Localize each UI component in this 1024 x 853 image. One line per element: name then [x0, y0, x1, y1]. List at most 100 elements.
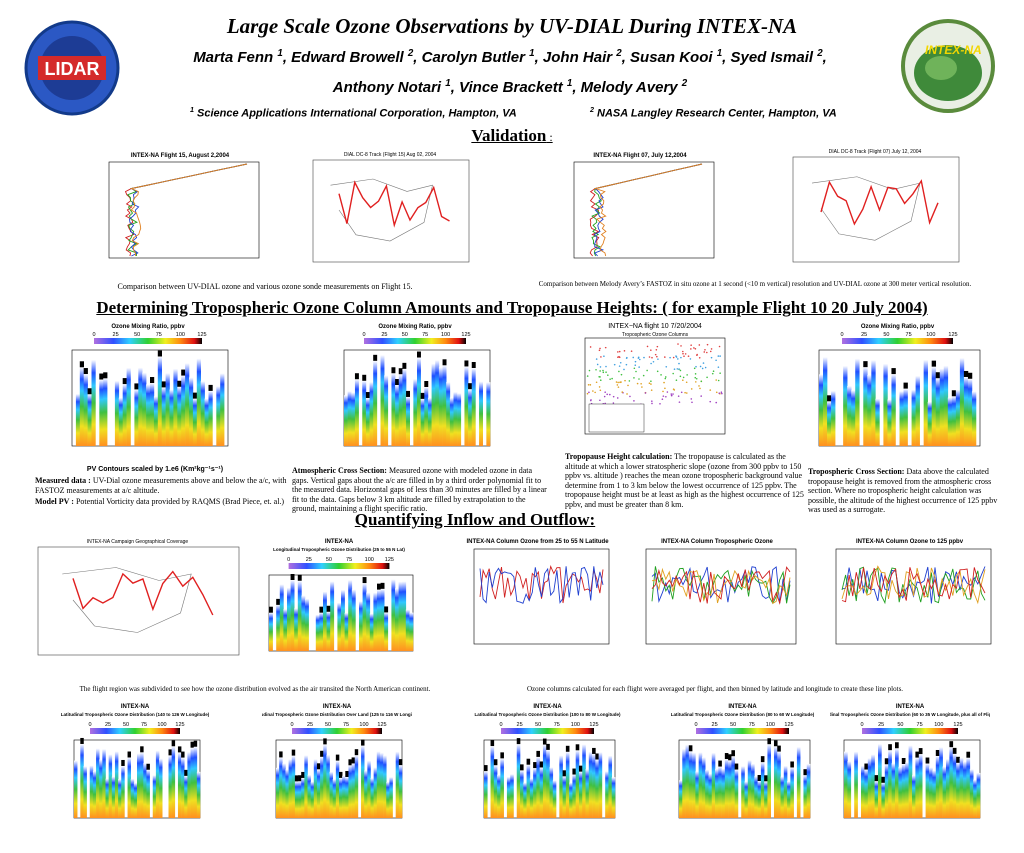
- scatter-point: [613, 363, 616, 366]
- stratosphere: [398, 368, 403, 375]
- scatter-point: [693, 367, 696, 370]
- stratosphere: [395, 379, 400, 386]
- stratosphere: [562, 770, 567, 777]
- scatter-point: [599, 389, 602, 392]
- colorbar-tick-label: 125: [377, 722, 386, 728]
- curtain-column: [193, 746, 198, 818]
- flight-track: [820, 179, 939, 226]
- curtain-column: [734, 769, 739, 818]
- caption: Comparison between Melody Avery’s FASTOZ…: [538, 280, 972, 288]
- colorbar-tick-label: 100: [441, 332, 450, 338]
- scatter-point: [662, 390, 664, 393]
- stratosphere: [365, 392, 370, 399]
- curtain-column: [80, 743, 84, 818]
- curtain-column: [369, 613, 374, 651]
- curtain-column: [114, 380, 120, 446]
- curtain-column: [855, 358, 860, 446]
- caption-text: The tropopause is calculated as the alti…: [565, 452, 804, 509]
- scatter-point: [599, 366, 602, 368]
- stratosphere: [122, 378, 127, 385]
- stratosphere: [442, 359, 447, 366]
- stratosphere: [177, 746, 182, 753]
- stratosphere: [348, 759, 352, 766]
- curtain-column: [536, 756, 540, 818]
- curtain-column: [887, 399, 892, 446]
- curtain-column: [102, 749, 106, 818]
- figure-title: INTEX-NA: [533, 704, 562, 710]
- stratosphere: [572, 768, 576, 775]
- scatter-point: [643, 356, 645, 359]
- curtain-column: [342, 775, 346, 818]
- curtain-column: [542, 744, 547, 818]
- curtain-column: [484, 771, 488, 818]
- stratosphere: [140, 746, 144, 753]
- curtain-column: [895, 748, 899, 818]
- curtain-column: [380, 588, 385, 651]
- affiliation-mark: 1: [190, 106, 194, 114]
- scatter-point: [665, 395, 667, 398]
- figure-title: INTEX-NA Campaign Geographical Coverage: [87, 539, 189, 545]
- curtain-column: [959, 757, 964, 818]
- curtain-column: [366, 592, 371, 651]
- curtain-column: [506, 776, 511, 818]
- scatter-point: [612, 395, 615, 398]
- curtain-column: [384, 612, 389, 651]
- stratosphere: [575, 744, 580, 751]
- scatter-point: [702, 362, 705, 364]
- stratosphere: [468, 383, 473, 390]
- colorbar: [842, 338, 953, 344]
- colorbar-tick-label: 25: [861, 332, 867, 338]
- curtain-column: [867, 758, 872, 818]
- curtain-column: [871, 754, 875, 818]
- curtain-column: [348, 580, 353, 651]
- figure-title: INTEX-NA Flight 15, August 2,2004: [131, 153, 230, 159]
- curtain-column: [316, 769, 321, 818]
- curtain-column: [711, 752, 716, 818]
- logo-right: INTEX-NA: [901, 19, 995, 113]
- colorbar-tick-label: 25: [306, 557, 312, 563]
- curtain-column: [282, 763, 286, 818]
- stratosphere: [320, 750, 324, 757]
- curtain-column: [939, 368, 945, 446]
- colorbar-tick-label: 125: [953, 722, 962, 728]
- curtain-column: [529, 778, 534, 818]
- stratosphere: [290, 574, 295, 581]
- caption-text: UV-Dial ozone measurements above and bel…: [35, 476, 287, 495]
- curtain-column: [127, 757, 131, 818]
- curtain-column: [705, 769, 709, 818]
- curtain-column: [118, 397, 123, 446]
- stratosphere: [326, 605, 331, 612]
- curtain-column: [490, 746, 495, 818]
- scatter-point: [664, 376, 667, 378]
- curtain-column: [173, 368, 178, 446]
- curtain-column: [943, 365, 949, 446]
- scatter-point: [632, 356, 635, 359]
- stratosphere: [276, 598, 281, 605]
- stratosphere: [952, 747, 957, 754]
- scatter-point: [599, 379, 602, 382]
- stratosphere: [193, 740, 198, 747]
- scatter-point: [706, 376, 708, 379]
- figure-title: DIAL DC-8 Track (Flight 15) Aug 02, 2004: [344, 152, 437, 158]
- curtain-column: [783, 765, 788, 818]
- curtain-column: [111, 776, 116, 818]
- curtain-column: [747, 760, 752, 818]
- figure: DIAL DC-8 Track (Flight 15) Aug 02, 2004: [312, 152, 470, 263]
- curtain-column: [362, 583, 367, 651]
- stratosphere: [471, 362, 476, 369]
- caption: Tropospheric Cross Section: Data above t…: [808, 467, 1003, 515]
- author-affiliation: 2: [817, 48, 823, 59]
- curtain-column: [844, 751, 848, 818]
- caption-label: Tropospheric Cross Section:: [808, 467, 905, 476]
- scatter-point: [616, 384, 619, 386]
- scatter-point: [654, 353, 657, 356]
- curtain-column: [138, 367, 143, 446]
- curtain-column: [285, 769, 289, 818]
- figure-subtitle: Tropospheric Ozone Columns: [622, 332, 689, 338]
- stratosphere: [881, 776, 886, 783]
- section-heading: Validation :: [0, 126, 1024, 146]
- curtain-column: [929, 767, 933, 818]
- curtain-column: [915, 757, 920, 818]
- colorbar-tick-label: 50: [123, 722, 129, 728]
- stratosphere: [951, 390, 957, 397]
